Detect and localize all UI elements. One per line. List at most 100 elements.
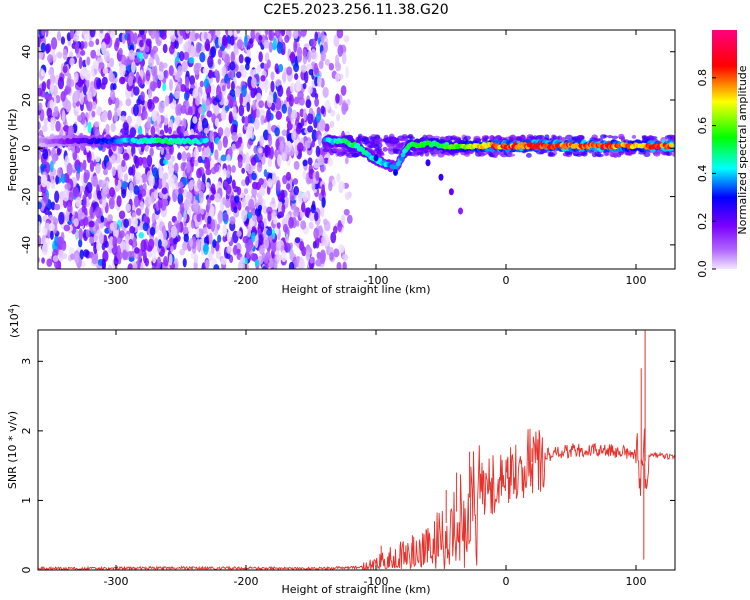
noise-cell <box>286 66 293 76</box>
noise-cell <box>94 206 102 219</box>
noise-cell <box>156 39 162 47</box>
noise-cell <box>321 196 326 208</box>
noise-cell <box>179 30 184 37</box>
noise-cell <box>57 167 63 178</box>
noise-cell <box>250 252 256 262</box>
noise-cell <box>57 236 64 247</box>
noise-cell <box>79 92 84 105</box>
noise-cell <box>335 93 340 104</box>
noise-cell <box>142 110 148 120</box>
noise-cell <box>54 190 60 203</box>
noise-cell <box>123 218 130 228</box>
noise-cell <box>86 181 93 194</box>
noise-cell <box>180 105 187 114</box>
noise-cell <box>222 135 228 148</box>
noise-cell <box>271 197 276 205</box>
noise-cell <box>87 100 93 112</box>
noise-cell <box>297 190 304 204</box>
noise-cell <box>197 120 203 133</box>
noise-cell <box>153 246 158 255</box>
noise-cell <box>95 155 101 163</box>
noise-cell <box>281 129 287 137</box>
noise-cell <box>62 189 69 202</box>
noise-cell <box>255 92 262 102</box>
noise-cell <box>153 189 159 200</box>
noise-cell <box>232 244 238 256</box>
noise-cell <box>311 129 318 142</box>
noise-cell <box>214 117 220 127</box>
noise-cell <box>82 84 87 96</box>
noise-cell <box>222 196 226 206</box>
noise-cell <box>179 202 185 215</box>
noise-cell <box>133 32 138 45</box>
noise-cell <box>88 236 94 244</box>
noise-cell <box>251 172 257 181</box>
noise-cell <box>205 259 210 269</box>
noise-cell <box>200 44 206 53</box>
noise-cell <box>194 32 200 40</box>
noise-cell <box>259 135 265 147</box>
noise-cell <box>79 68 86 80</box>
noise-cell <box>230 80 235 92</box>
noise-cell <box>207 55 214 68</box>
noise-cell <box>193 253 198 264</box>
noise-cell <box>158 166 164 179</box>
noise-cell <box>254 235 259 249</box>
noise-cell <box>209 204 215 218</box>
noise-cell <box>79 111 86 125</box>
noise-cell <box>235 71 242 79</box>
noise-cell <box>276 41 283 54</box>
noise-cell <box>234 195 240 204</box>
spectrogram-y-tick-label: -40 <box>20 236 33 254</box>
noise-cell <box>38 150 42 160</box>
noise-cell <box>241 197 247 208</box>
noise-cell <box>64 183 71 191</box>
noise-cell <box>144 45 150 53</box>
noise-cell <box>49 81 55 93</box>
colorbar-tick-label: 0.6 <box>696 117 709 135</box>
band-noise-cell <box>401 134 408 139</box>
noise-cell <box>41 125 48 133</box>
noise-cell <box>233 206 238 214</box>
ridge-cell <box>398 156 404 162</box>
noise-cell <box>86 151 91 158</box>
snr-y-scale-label: (x104) <box>7 304 21 338</box>
noise-cell <box>310 38 317 48</box>
noise-cell <box>156 114 162 124</box>
noise-cell <box>145 38 152 47</box>
noise-cell <box>336 113 341 122</box>
noise-cell <box>41 257 45 264</box>
noise-cell <box>163 117 169 126</box>
noise-cell <box>288 261 295 269</box>
noise-cell <box>313 62 319 76</box>
noise-cell <box>123 173 129 182</box>
noise-cell <box>149 147 154 157</box>
noise-cell <box>308 211 315 222</box>
noise-cell <box>50 37 58 50</box>
snr-y-tick-label: 2 <box>20 427 33 434</box>
colorbar-tick-label: 0.4 <box>696 165 709 183</box>
noise-cell <box>49 171 54 182</box>
noise-cell <box>298 261 303 269</box>
noise-cell <box>95 218 99 232</box>
noise-cell <box>273 37 277 50</box>
noise-cell <box>157 198 163 209</box>
noise-cell <box>273 260 278 269</box>
noise-cell <box>315 112 322 123</box>
noise-cell <box>250 106 258 119</box>
noise-cell <box>246 101 251 112</box>
noise-cell <box>224 53 231 67</box>
noise-cell <box>152 45 159 54</box>
band-noise-cell <box>571 137 580 141</box>
noise-cell <box>203 127 210 134</box>
noise-cell <box>46 107 53 118</box>
snr-frame <box>37 329 676 571</box>
noise-cell <box>226 80 231 90</box>
noise-cell <box>193 159 199 167</box>
noise-cell <box>293 96 300 105</box>
noise-cell <box>170 245 174 252</box>
noise-cell <box>100 82 106 90</box>
noise-cell <box>38 201 42 210</box>
noise-cell <box>278 136 285 145</box>
